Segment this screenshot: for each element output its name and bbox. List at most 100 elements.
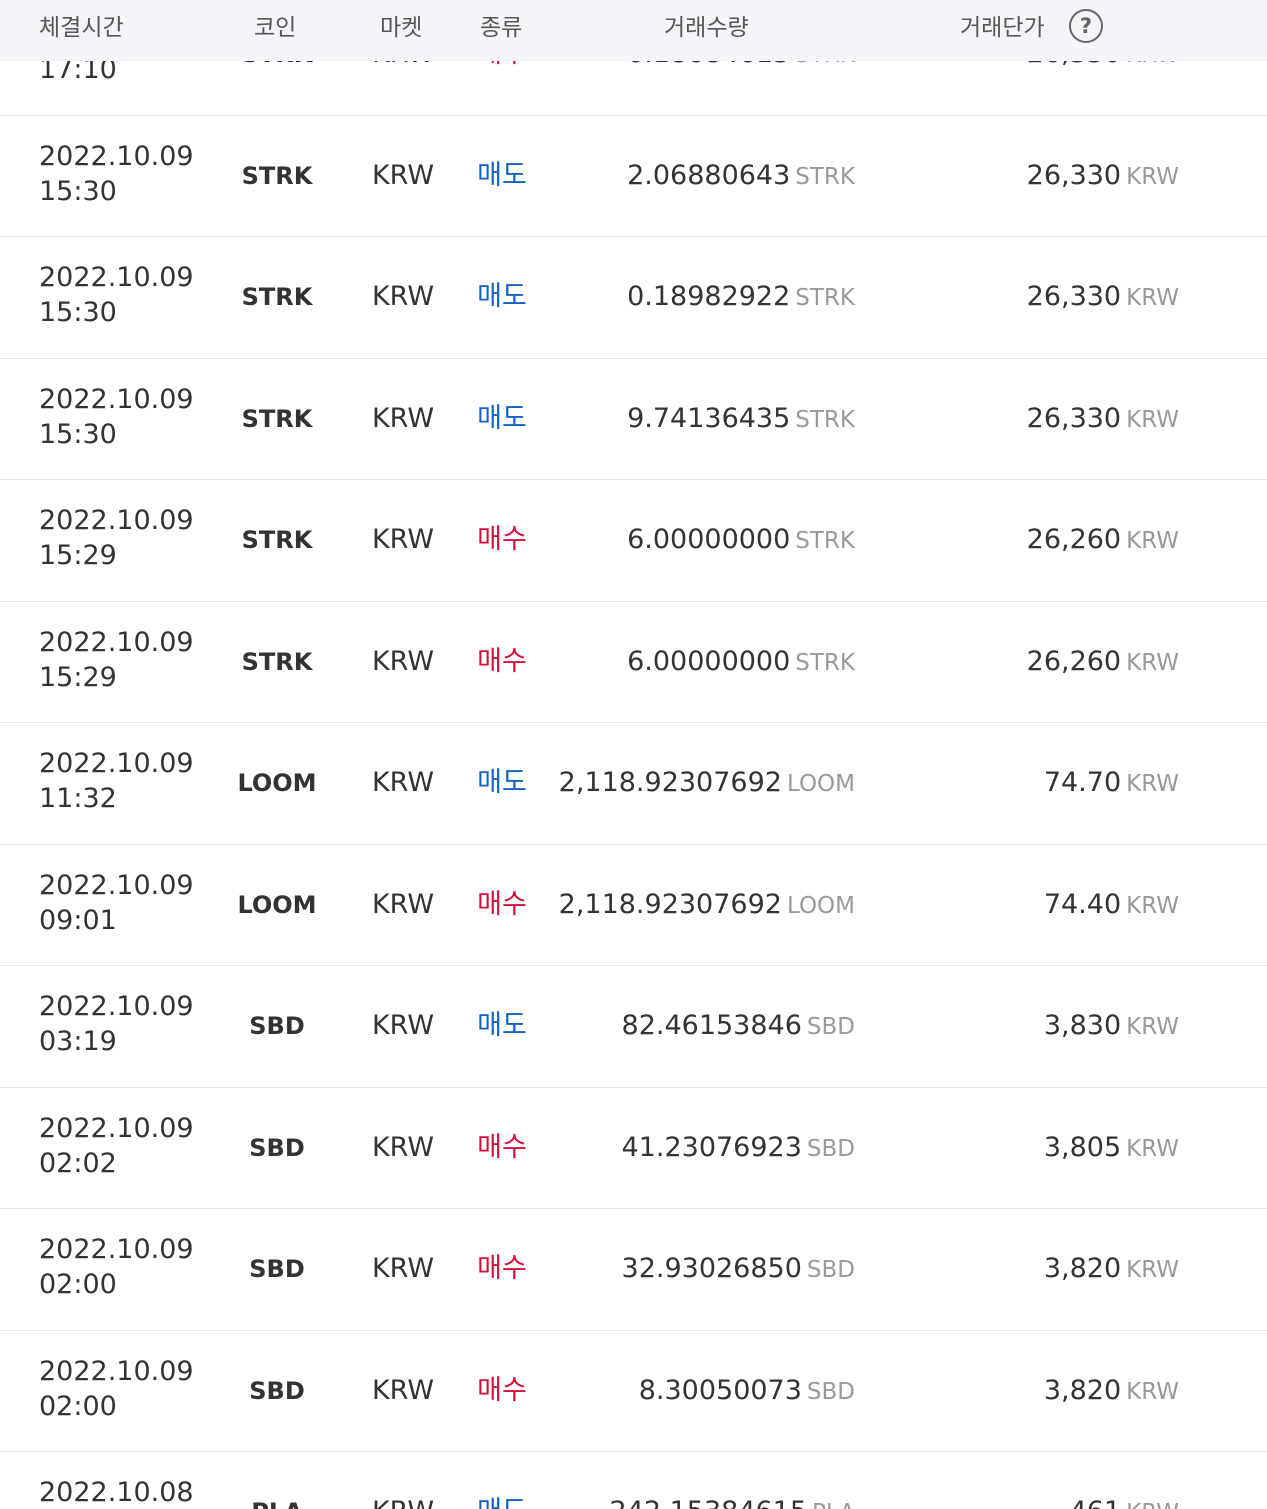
trade-date: 2022.10.09 [39,262,194,293]
trade-time: 2022.10.09 15:30 [39,382,194,452]
quantity-value: 242.15384615 [610,1496,808,1509]
price-value: 3,820 [1043,1253,1122,1284]
quantity-value: 8.30050073 [638,1374,802,1406]
trade-market: KRW [371,767,435,798]
trade-row[interactable]: 2022.10.09 15:30 STRK KRW 매도 9.74136435 S… [0,359,1267,480]
price-value: 26,330 [1026,281,1122,312]
trade-time: 2022.10.09 15:29 [39,503,194,573]
trade-quantity: 2.06880643 STRK [627,159,855,194]
trade-market: KRW [371,159,435,191]
quantity-unit: LOOM [786,892,855,919]
header-market[interactable]: 마켓 [380,15,423,41]
trade-row[interactable]: 2022.10.09 02:00 SBD KRW 매수 8.30050073 SB… [0,1331,1267,1452]
trade-price: 74.70 KRW [1044,766,1179,801]
trade-date: 2022.10.09 [39,626,194,658]
price-value: 26,330 [1026,402,1122,434]
quantity-unit: STRK [795,285,855,311]
price-unit: KRW [1126,406,1179,433]
trade-clock: 11:32 [39,783,117,814]
trade-coin: STRK [241,283,313,311]
trade-coin: STRK [241,161,313,190]
quantity-value: 2,118.92307692 [558,888,782,920]
price-unit: KRW [1126,1500,1179,1509]
trade-time: 2022.10.09 02:02 [39,1111,194,1181]
trade-date: 2022.10.09 [39,383,194,415]
trade-market: KRW [371,1010,435,1041]
trade-market: KRW [371,524,435,555]
price-value: 3,805 [1043,1131,1122,1163]
trade-row[interactable]: 2022.10.09 15:30 STRK KRW 매도 2.06880643 S… [0,116,1267,237]
trade-coin: SBD [249,1255,305,1283]
trade-price: 461 KRW [1070,1495,1179,1509]
trade-clock: 02:02 [39,1147,117,1179]
price-unit: KRW [1126,285,1179,311]
trade-quantity: 32.93026850 SBD [622,1252,855,1287]
trade-type: 매도 [477,402,527,434]
header-coin[interactable]: 코인 [254,15,297,41]
header-quantity[interactable]: 거래수량 [664,15,749,41]
quantity-value: 0.18982922 [627,281,791,312]
trade-date: 2022.10.09 [39,505,194,536]
trade-date: 2022.10.09 [39,1355,194,1387]
trade-quantity: 2,118.92307692 LOOM [559,888,855,923]
trade-time: 2022.10.09 02:00 [39,1232,194,1302]
price-value: 461 [1070,1496,1122,1509]
quantity-unit: SBD [806,1014,855,1040]
trade-type: 매도 [466,1495,538,1509]
header-price[interactable]: 거래단가 [960,15,1045,41]
trade-row[interactable]: 2022.10.09 15:29 STRK KRW 매수 6.00000000 S… [0,480,1267,602]
help-icon[interactable]: ? [1069,9,1103,43]
trade-row[interactable]: 2022.10.08 PLA KRW 매도 242.15384615 PLA 46… [0,1452,1267,1509]
quantity-unit: LOOM [786,771,855,797]
trade-clock: 02:00 [39,1269,117,1300]
trade-date: 2022.10.08 [39,1477,194,1508]
trade-clock: 15:30 [39,297,117,328]
trade-price: 3,830 KRW [1044,1009,1179,1044]
trade-market: KRW [371,1253,435,1284]
trade-coin: LOOM [237,769,317,797]
quantity-value: 2,118.92307692 [558,767,782,798]
trade-time: 2022.10.08 [39,1475,194,1509]
price-value: 3,820 [1043,1374,1122,1406]
quantity-value: 9.74136435 [627,402,791,434]
trade-quantity: 8.30050073 SBD [639,1374,855,1409]
trade-row[interactable]: 2022.10.09 02:00 SBD KRW 매수 32.93026850 S… [0,1209,1267,1331]
trade-market: KRW [371,1374,435,1406]
trade-time: 2022.10.09 11:32 [39,746,194,816]
header-time[interactable]: 체결시간 [39,15,124,41]
trade-row[interactable]: 2022.10.09 03:19 SBD KRW 매도 82.46153846 S… [0,966,1267,1088]
header-type[interactable]: 종류 [480,15,523,41]
trade-quantity: 2,118.92307692 LOOM [559,766,855,801]
trade-row[interactable]: 2022.10.09 09:01 LOOM KRW 매수 2,118.92307… [0,845,1267,966]
trade-market: KRW [371,888,435,920]
trade-type: 매도 [477,281,527,312]
trade-quantity: 82.46153846 SBD [622,1009,855,1044]
price-unit: KRW [1126,649,1179,676]
trade-clock: 09:01 [39,904,117,936]
trade-row[interactable]: 2022.10.09 15:30 STRK KRW 매도 0.18982922 S… [0,237,1267,359]
price-value: 26,330 [1026,159,1122,191]
quantity-unit: STRK [795,406,855,433]
price-unit: KRW [1126,1135,1179,1162]
table-header: 체결시간 코인 마켓 종류 거래수량 거래단가 ? [0,0,1267,61]
trade-row[interactable]: 2022.10.09 02:02 SBD KRW 매수 41.23076923 S… [0,1088,1267,1209]
trade-type: 매도 [477,159,527,191]
trade-row[interactable]: 2022.10.09 11:32 LOOM KRW 매도 2,118.92307… [0,723,1267,845]
trade-time: 2022.10.09 15:30 [39,260,194,330]
trade-price: 26,260 KRW [1027,645,1179,680]
trade-time: 2022.10.09 15:29 [39,625,194,695]
price-unit: KRW [1126,1257,1179,1283]
trade-date: 2022.10.09 [39,1112,194,1144]
quantity-value: 2.06880643 [627,159,791,191]
trade-clock: 02:00 [39,1390,117,1422]
price-value: 26,260 [1026,645,1122,677]
trade-row[interactable]: 2022.10.09 15:29 STRK KRW 매수 6.00000000 S… [0,602,1267,723]
price-value: 3,830 [1043,1010,1122,1041]
trade-date: 2022.10.09 [39,869,194,901]
trade-date: 2022.10.09 [39,140,194,172]
trade-quantity: 41.23076923 SBD [622,1131,855,1166]
price-value: 26,260 [1026,524,1122,555]
